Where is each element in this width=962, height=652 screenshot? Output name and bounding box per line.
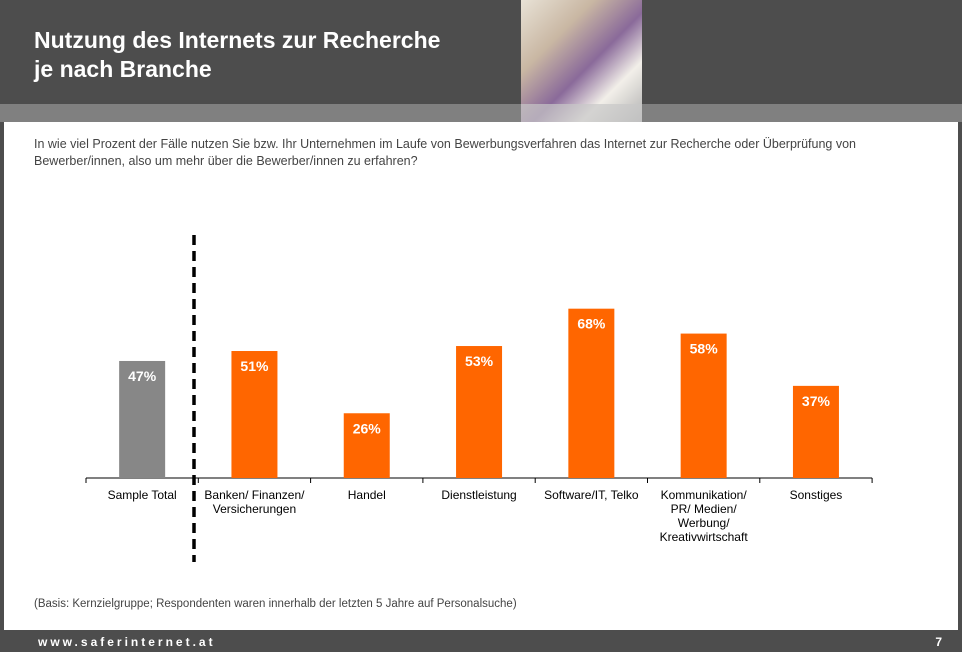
base-note: (Basis: Kernzielgruppe; Respondenten war… bbox=[34, 598, 517, 610]
page-title: Nutzung des Internets zur Recherche je na… bbox=[34, 26, 440, 84]
data-label: 53% bbox=[465, 353, 494, 369]
data-label: 58% bbox=[690, 341, 719, 357]
category-label: Kommunikation/ bbox=[661, 488, 748, 502]
survey-question: In wie viel Prozent der Fälle nutzen Sie… bbox=[34, 137, 856, 168]
header bbox=[0, 0, 962, 104]
bar bbox=[343, 413, 390, 478]
header-band bbox=[0, 104, 962, 122]
category-label: Kreativwirtschaft bbox=[660, 530, 749, 544]
bar bbox=[456, 346, 503, 478]
data-label: 51% bbox=[240, 358, 269, 374]
bar bbox=[680, 333, 727, 478]
category-label: Versicherungen bbox=[213, 502, 296, 516]
bar bbox=[119, 360, 166, 478]
footer-url[interactable]: www.saferinternet.at bbox=[38, 635, 216, 649]
footer: www.saferinternet.at 7 bbox=[0, 630, 962, 652]
category-label: Sample Total bbox=[108, 488, 177, 502]
category-label: Sonstiges bbox=[790, 488, 843, 502]
title-line-2: je nach Branche bbox=[34, 56, 212, 82]
data-label: 68% bbox=[577, 316, 606, 332]
data-label: 47% bbox=[128, 368, 157, 384]
bar bbox=[231, 351, 278, 478]
bar bbox=[792, 385, 839, 478]
category-label: Software/IT, Telko bbox=[544, 488, 639, 502]
title-line-1: Nutzung des Internets zur Recherche bbox=[34, 27, 441, 53]
data-label: 26% bbox=[353, 420, 382, 436]
category-label: Werbung/ bbox=[678, 516, 730, 530]
page-number: 7 bbox=[935, 635, 942, 649]
category-label: Handel bbox=[348, 488, 386, 502]
data-label: 37% bbox=[802, 393, 831, 409]
category-label: PR/ Medien/ bbox=[671, 502, 738, 516]
category-label: Banken/ Finanzen/ bbox=[204, 488, 305, 502]
bar bbox=[568, 308, 615, 478]
category-label: Dienstleistung bbox=[441, 488, 516, 502]
header-photo bbox=[521, 0, 642, 122]
